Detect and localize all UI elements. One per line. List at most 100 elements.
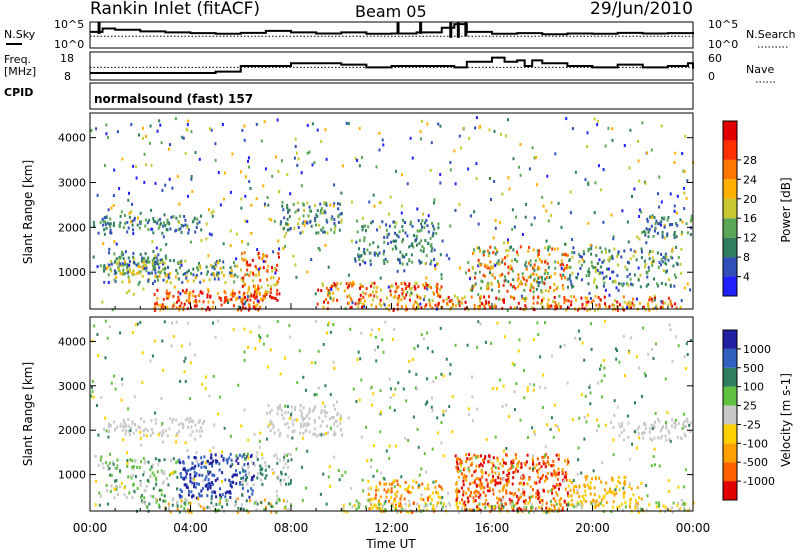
power-cell — [287, 228, 290, 232]
velocity-cell — [313, 427, 316, 431]
velocity-cell — [167, 502, 170, 506]
power-cell — [256, 299, 259, 303]
power-cell — [489, 271, 491, 275]
power-cell — [150, 163, 153, 167]
power-cell — [172, 215, 175, 218]
power-cell — [478, 270, 481, 274]
velocity-cell — [169, 473, 171, 477]
velocity-cell — [133, 395, 136, 399]
velocity-cell — [190, 419, 193, 423]
power-cell — [568, 259, 571, 262]
velocity-cell — [567, 484, 570, 488]
power-cell — [509, 246, 512, 250]
power-cell — [362, 291, 364, 295]
power-cell — [537, 295, 540, 299]
velocity-cell — [267, 502, 270, 505]
velocity-cell — [638, 366, 641, 370]
power-cell — [131, 271, 134, 275]
velocity-cell — [176, 459, 179, 463]
power-cell — [577, 308, 579, 312]
power-cell — [629, 303, 632, 307]
velocity-cell — [286, 454, 288, 457]
power-cell — [649, 250, 652, 253]
velocity-cell — [358, 398, 361, 402]
power-cell — [499, 132, 502, 136]
velocity-cell — [470, 461, 473, 465]
power-cell — [585, 303, 588, 307]
power-cell — [330, 228, 333, 232]
velocity-cell — [132, 482, 135, 486]
velocity-cell — [429, 502, 432, 506]
power-cell — [238, 295, 241, 299]
power-cell — [306, 270, 309, 274]
velocity-cell — [154, 418, 157, 422]
power-cell — [116, 130, 119, 134]
velocity-cell — [195, 429, 198, 433]
power-cell — [675, 261, 678, 265]
velocity-cell — [152, 495, 155, 499]
power-cell — [594, 181, 597, 185]
power-cell — [160, 141, 163, 145]
power-cell — [229, 190, 232, 194]
velocity-cell — [523, 490, 526, 494]
power-cell — [405, 253, 408, 256]
velocity-cell — [324, 411, 327, 415]
velocity-cell — [476, 407, 479, 411]
power-cell — [105, 132, 108, 136]
velocity-cell — [475, 456, 478, 460]
power-cell — [363, 251, 366, 255]
power-cell — [495, 296, 498, 300]
velocity-cell — [200, 465, 203, 469]
velocity-cell — [540, 465, 543, 469]
power-cell — [419, 296, 422, 300]
power-cell — [190, 272, 192, 276]
power-cell — [105, 226, 108, 230]
power-cell — [153, 302, 156, 306]
power-cell — [159, 261, 162, 265]
velocity-cell — [317, 386, 320, 390]
velocity-cell — [375, 359, 378, 363]
power-cell — [247, 288, 250, 292]
power-cell — [685, 222, 688, 226]
velocity-cell — [169, 510, 172, 514]
velocity-cell — [682, 412, 685, 416]
velocity-cell — [545, 511, 548, 514]
velocity-cell — [550, 354, 553, 358]
power-cell — [262, 184, 265, 188]
velocity-cell — [209, 470, 212, 474]
power-cell — [641, 250, 643, 254]
velocity-cell — [172, 457, 175, 461]
power-cell — [128, 267, 131, 271]
velocity-cell — [331, 416, 334, 420]
velocity-cell — [499, 477, 502, 481]
velocity-cell — [355, 507, 358, 511]
power-cell — [248, 304, 251, 308]
power-cell — [322, 211, 324, 215]
power-cell — [410, 286, 413, 290]
power-cell — [575, 298, 577, 302]
power-cell — [376, 228, 378, 232]
velocity-cell — [476, 508, 479, 511]
power-cell — [605, 250, 607, 254]
velocity-cell — [464, 508, 467, 512]
velocity-cell — [374, 504, 377, 508]
power-cell — [304, 220, 306, 224]
velocity-cell — [502, 495, 505, 499]
power-cell — [541, 195, 544, 199]
velocity-cell — [269, 429, 272, 432]
velocity-cell — [608, 490, 611, 494]
power-cell — [244, 273, 247, 277]
power-cell — [278, 277, 280, 281]
velocity-cell — [595, 499, 598, 503]
power-cell — [672, 264, 675, 268]
velocity-cell — [247, 452, 249, 456]
power-cell — [663, 225, 666, 229]
power-cell — [182, 305, 185, 309]
power-cell — [146, 260, 149, 264]
velocity-cell — [233, 504, 236, 507]
velocity-cell — [359, 502, 362, 506]
power-cell — [195, 225, 198, 229]
power-cell — [507, 238, 509, 242]
power-cell — [270, 285, 273, 289]
power-cell — [324, 128, 327, 132]
